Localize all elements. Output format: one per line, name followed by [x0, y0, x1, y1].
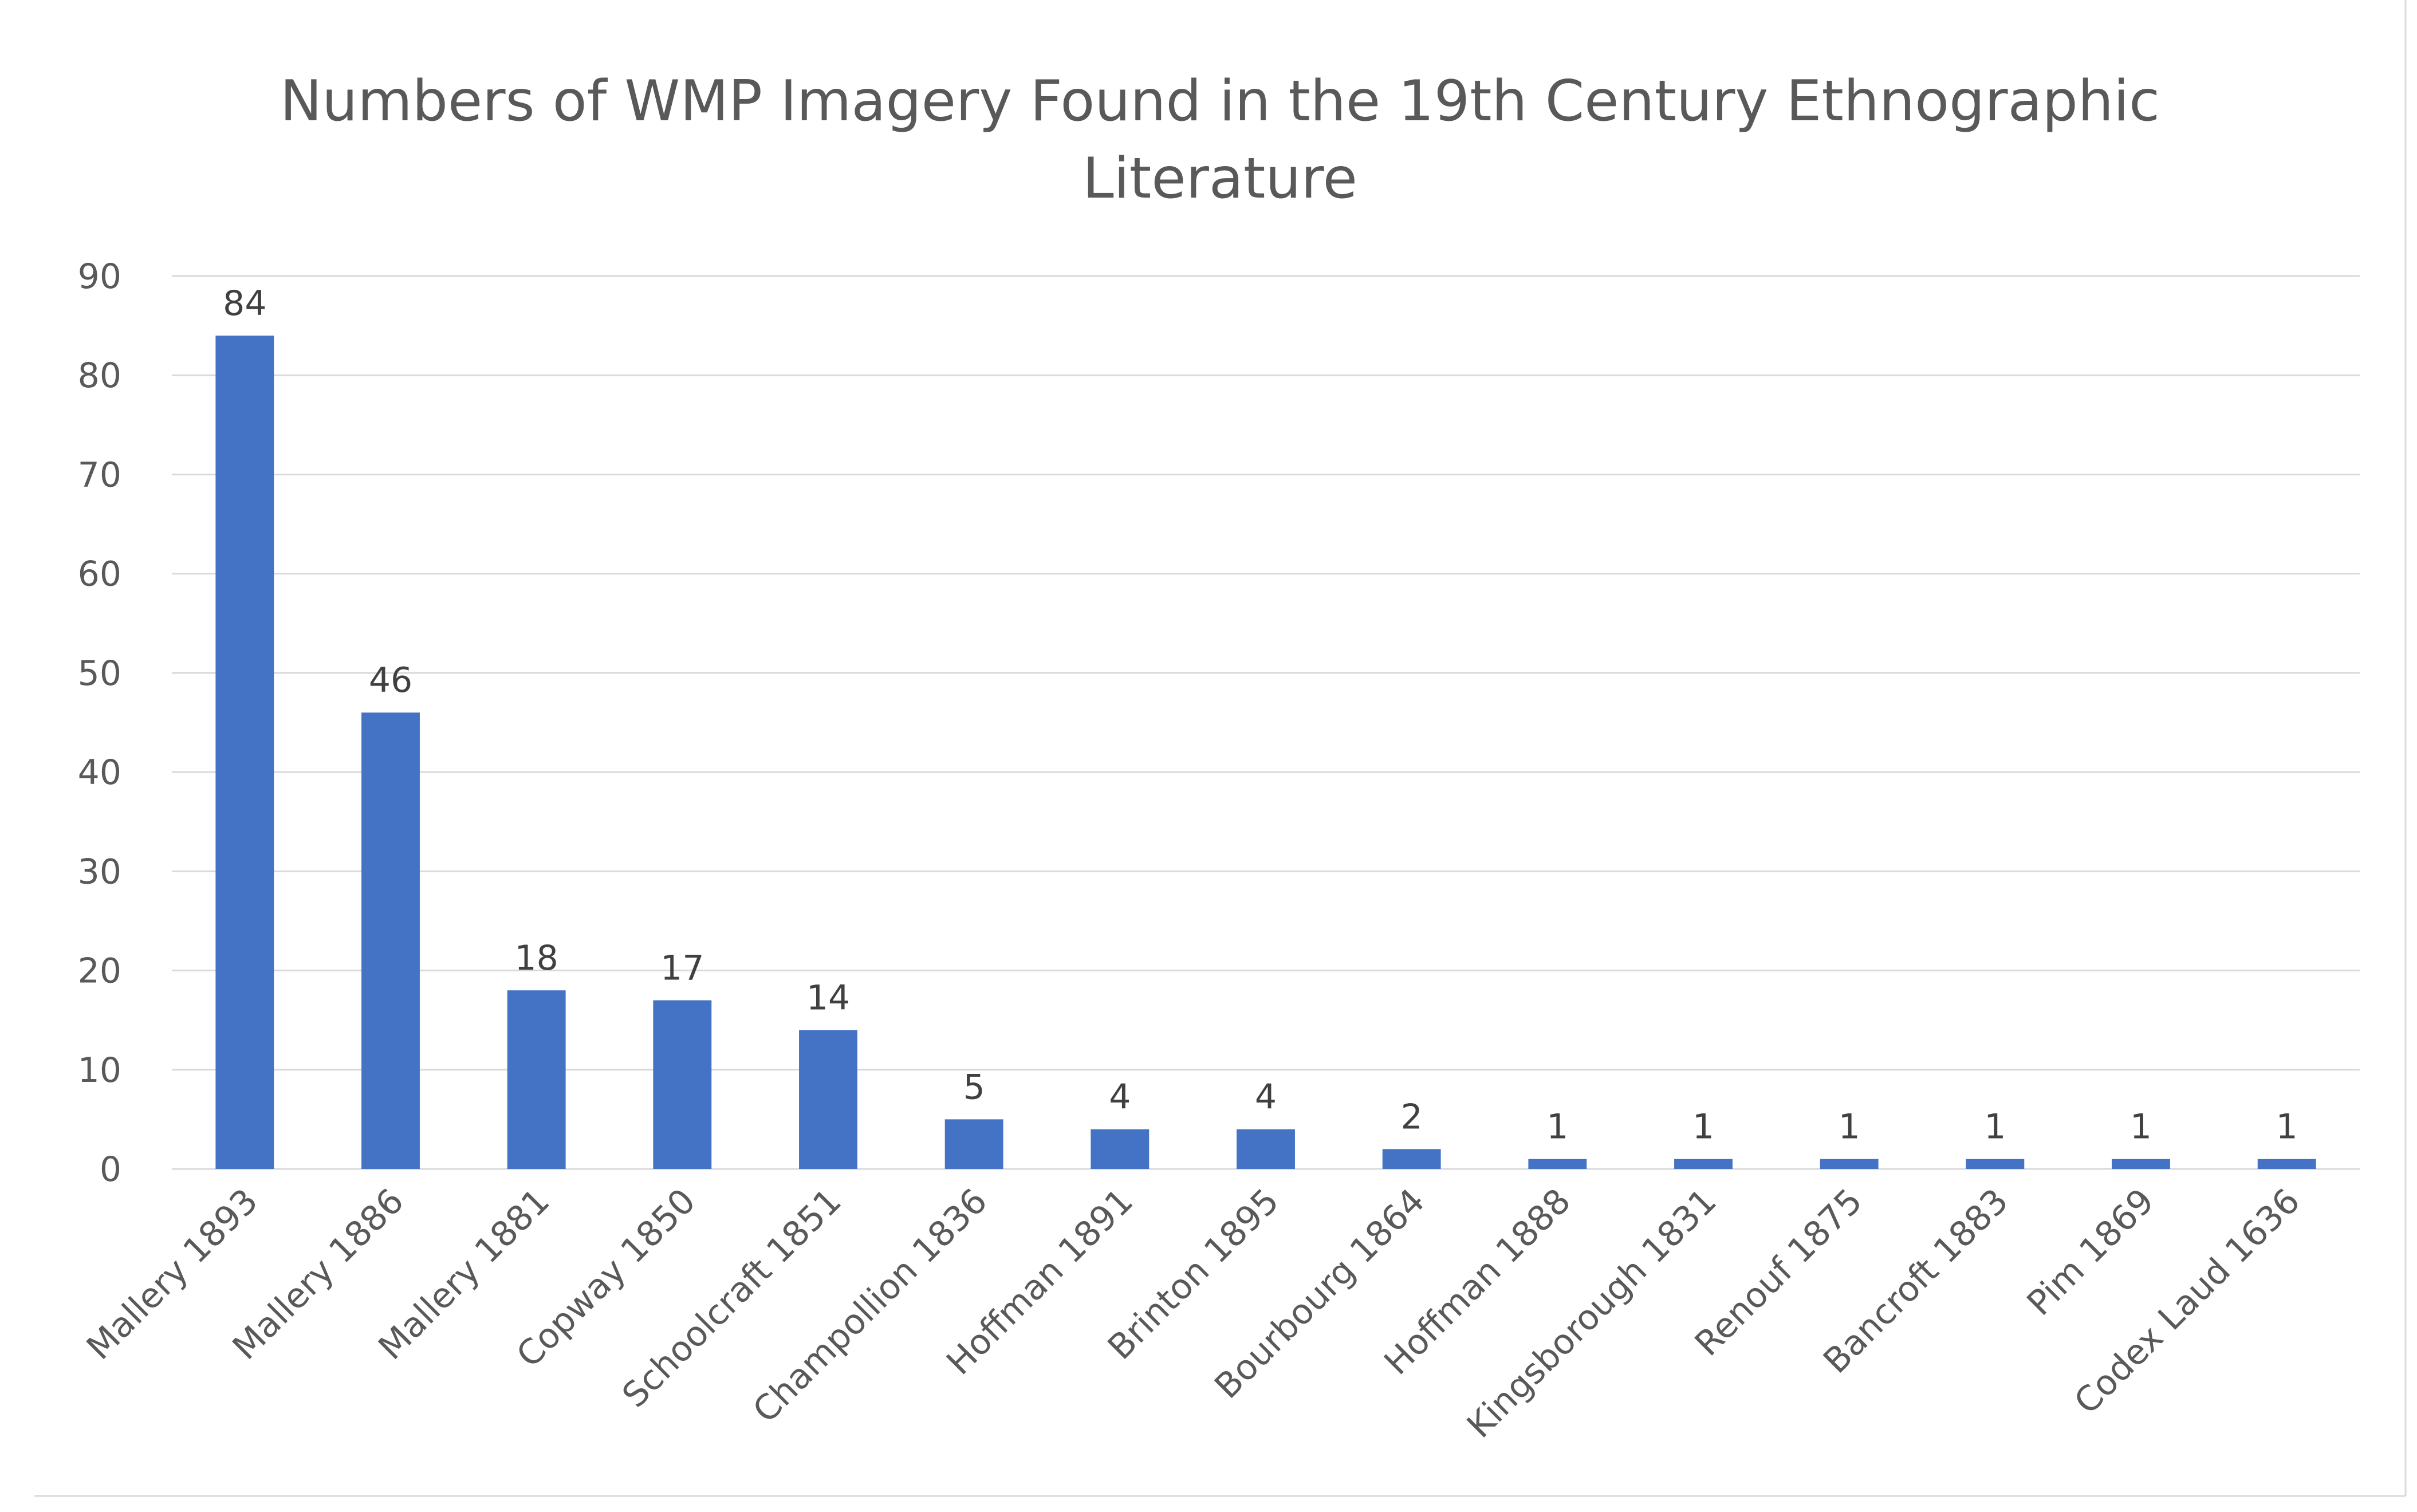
data-label: 1: [2130, 1107, 2152, 1147]
bar: [1382, 1149, 1441, 1169]
bars: [215, 335, 2316, 1169]
data-label: 14: [806, 978, 850, 1018]
bar: [2112, 1159, 2170, 1169]
data-label: 4: [1255, 1077, 1277, 1117]
bar: [507, 990, 566, 1169]
y-tick-label: 70: [78, 455, 121, 495]
data-label: 84: [223, 284, 266, 324]
bar: [361, 712, 420, 1169]
bar: [215, 335, 274, 1169]
data-labels: 84 46 18 17 14 5 4 4 2 1 1 1 1 1 1: [223, 284, 2298, 1147]
y-tick-label: 30: [78, 852, 121, 892]
data-label: 1: [1984, 1107, 2006, 1147]
bar: [1237, 1129, 1295, 1169]
y-tick-label: 10: [78, 1050, 121, 1090]
bar: [653, 1000, 712, 1169]
data-label: 1: [1692, 1107, 1714, 1147]
data-label: 46: [369, 660, 412, 700]
y-tick-label: 50: [78, 653, 121, 694]
gridlines: [172, 275, 2360, 1170]
bar: [1820, 1159, 1879, 1169]
y-tick-label: 40: [78, 753, 121, 793]
bar: [799, 1030, 857, 1169]
y-tick-label: 60: [78, 554, 121, 594]
data-label: 1: [2276, 1107, 2298, 1147]
data-label: 1: [1839, 1107, 1860, 1147]
bar: [1674, 1159, 1733, 1169]
data-label: 2: [1401, 1097, 1423, 1137]
data-label: 18: [514, 938, 558, 978]
y-tick-label: 90: [78, 257, 121, 297]
data-label: 1: [1546, 1107, 1568, 1147]
chart-title-line-1: Numbers of WMP Imagery Found in the 19th…: [280, 69, 2160, 134]
y-axis-tick-labels: 0 10 20 30 40 50 60 70 80 90: [78, 257, 121, 1190]
x-category-label: Pim 1869: [2020, 1181, 2162, 1324]
bar: [2257, 1159, 2316, 1169]
bar: [1528, 1159, 1587, 1169]
y-tick-label: 20: [78, 951, 121, 991]
y-tick-label: 80: [78, 356, 121, 396]
data-label: 5: [963, 1067, 985, 1107]
y-tick-label: 0: [100, 1149, 121, 1190]
data-label: 4: [1109, 1077, 1131, 1117]
chart-title-line-2: Literature: [1082, 146, 1357, 211]
data-label: 17: [660, 948, 704, 989]
x-category-label: Kingsborough 1831: [1459, 1181, 1725, 1446]
bar: [1966, 1159, 2025, 1169]
bar: [1091, 1129, 1150, 1169]
bar: [944, 1119, 1003, 1169]
